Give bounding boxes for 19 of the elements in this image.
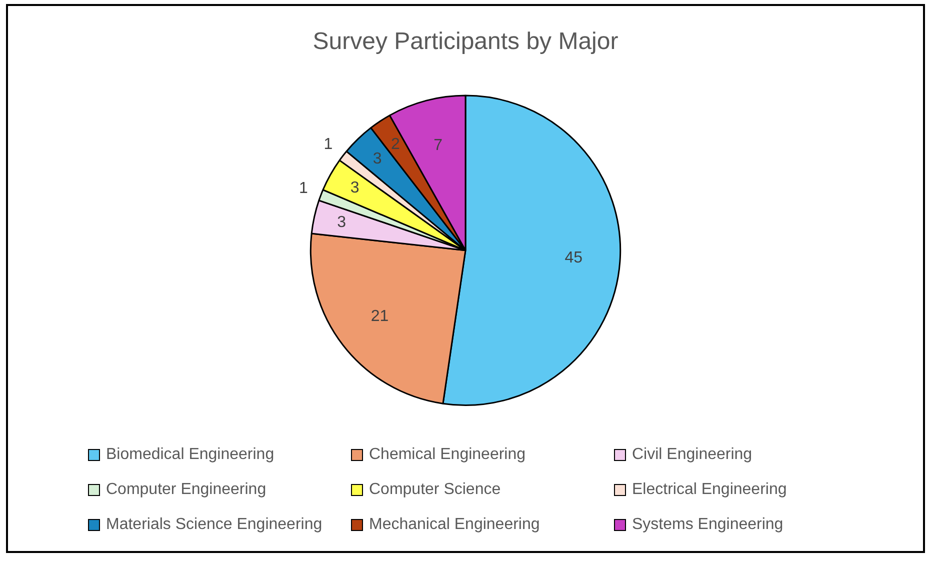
data-label: 21 [370, 308, 389, 326]
data-label: 3 [372, 150, 382, 168]
data-label: 2 [390, 136, 400, 153]
legend-label: Computer Engineering [106, 481, 266, 499]
data-label: 1 [324, 136, 333, 153]
legend-label: Biomedical Engineering [106, 446, 274, 464]
data-label: 7 [434, 136, 443, 154]
data-label: 45 [564, 250, 583, 267]
chart-title: Survey Participants by Major [312, 28, 618, 56]
legend-label: Electrical Engineering [632, 481, 787, 499]
legend-label: Materials Science Engineering [106, 516, 322, 534]
legend-label: Civil Engineering [632, 446, 752, 464]
data-label: 1 [299, 180, 308, 197]
legend-label: Computer Science [369, 481, 501, 499]
data-label: 3 [350, 180, 360, 197]
legend-label: Systems Engineering [632, 516, 784, 534]
data-label: 3 [337, 214, 346, 232]
legend-label: Chemical Engineering [369, 446, 526, 464]
legend-label: Mechanical Engineering [369, 516, 540, 534]
